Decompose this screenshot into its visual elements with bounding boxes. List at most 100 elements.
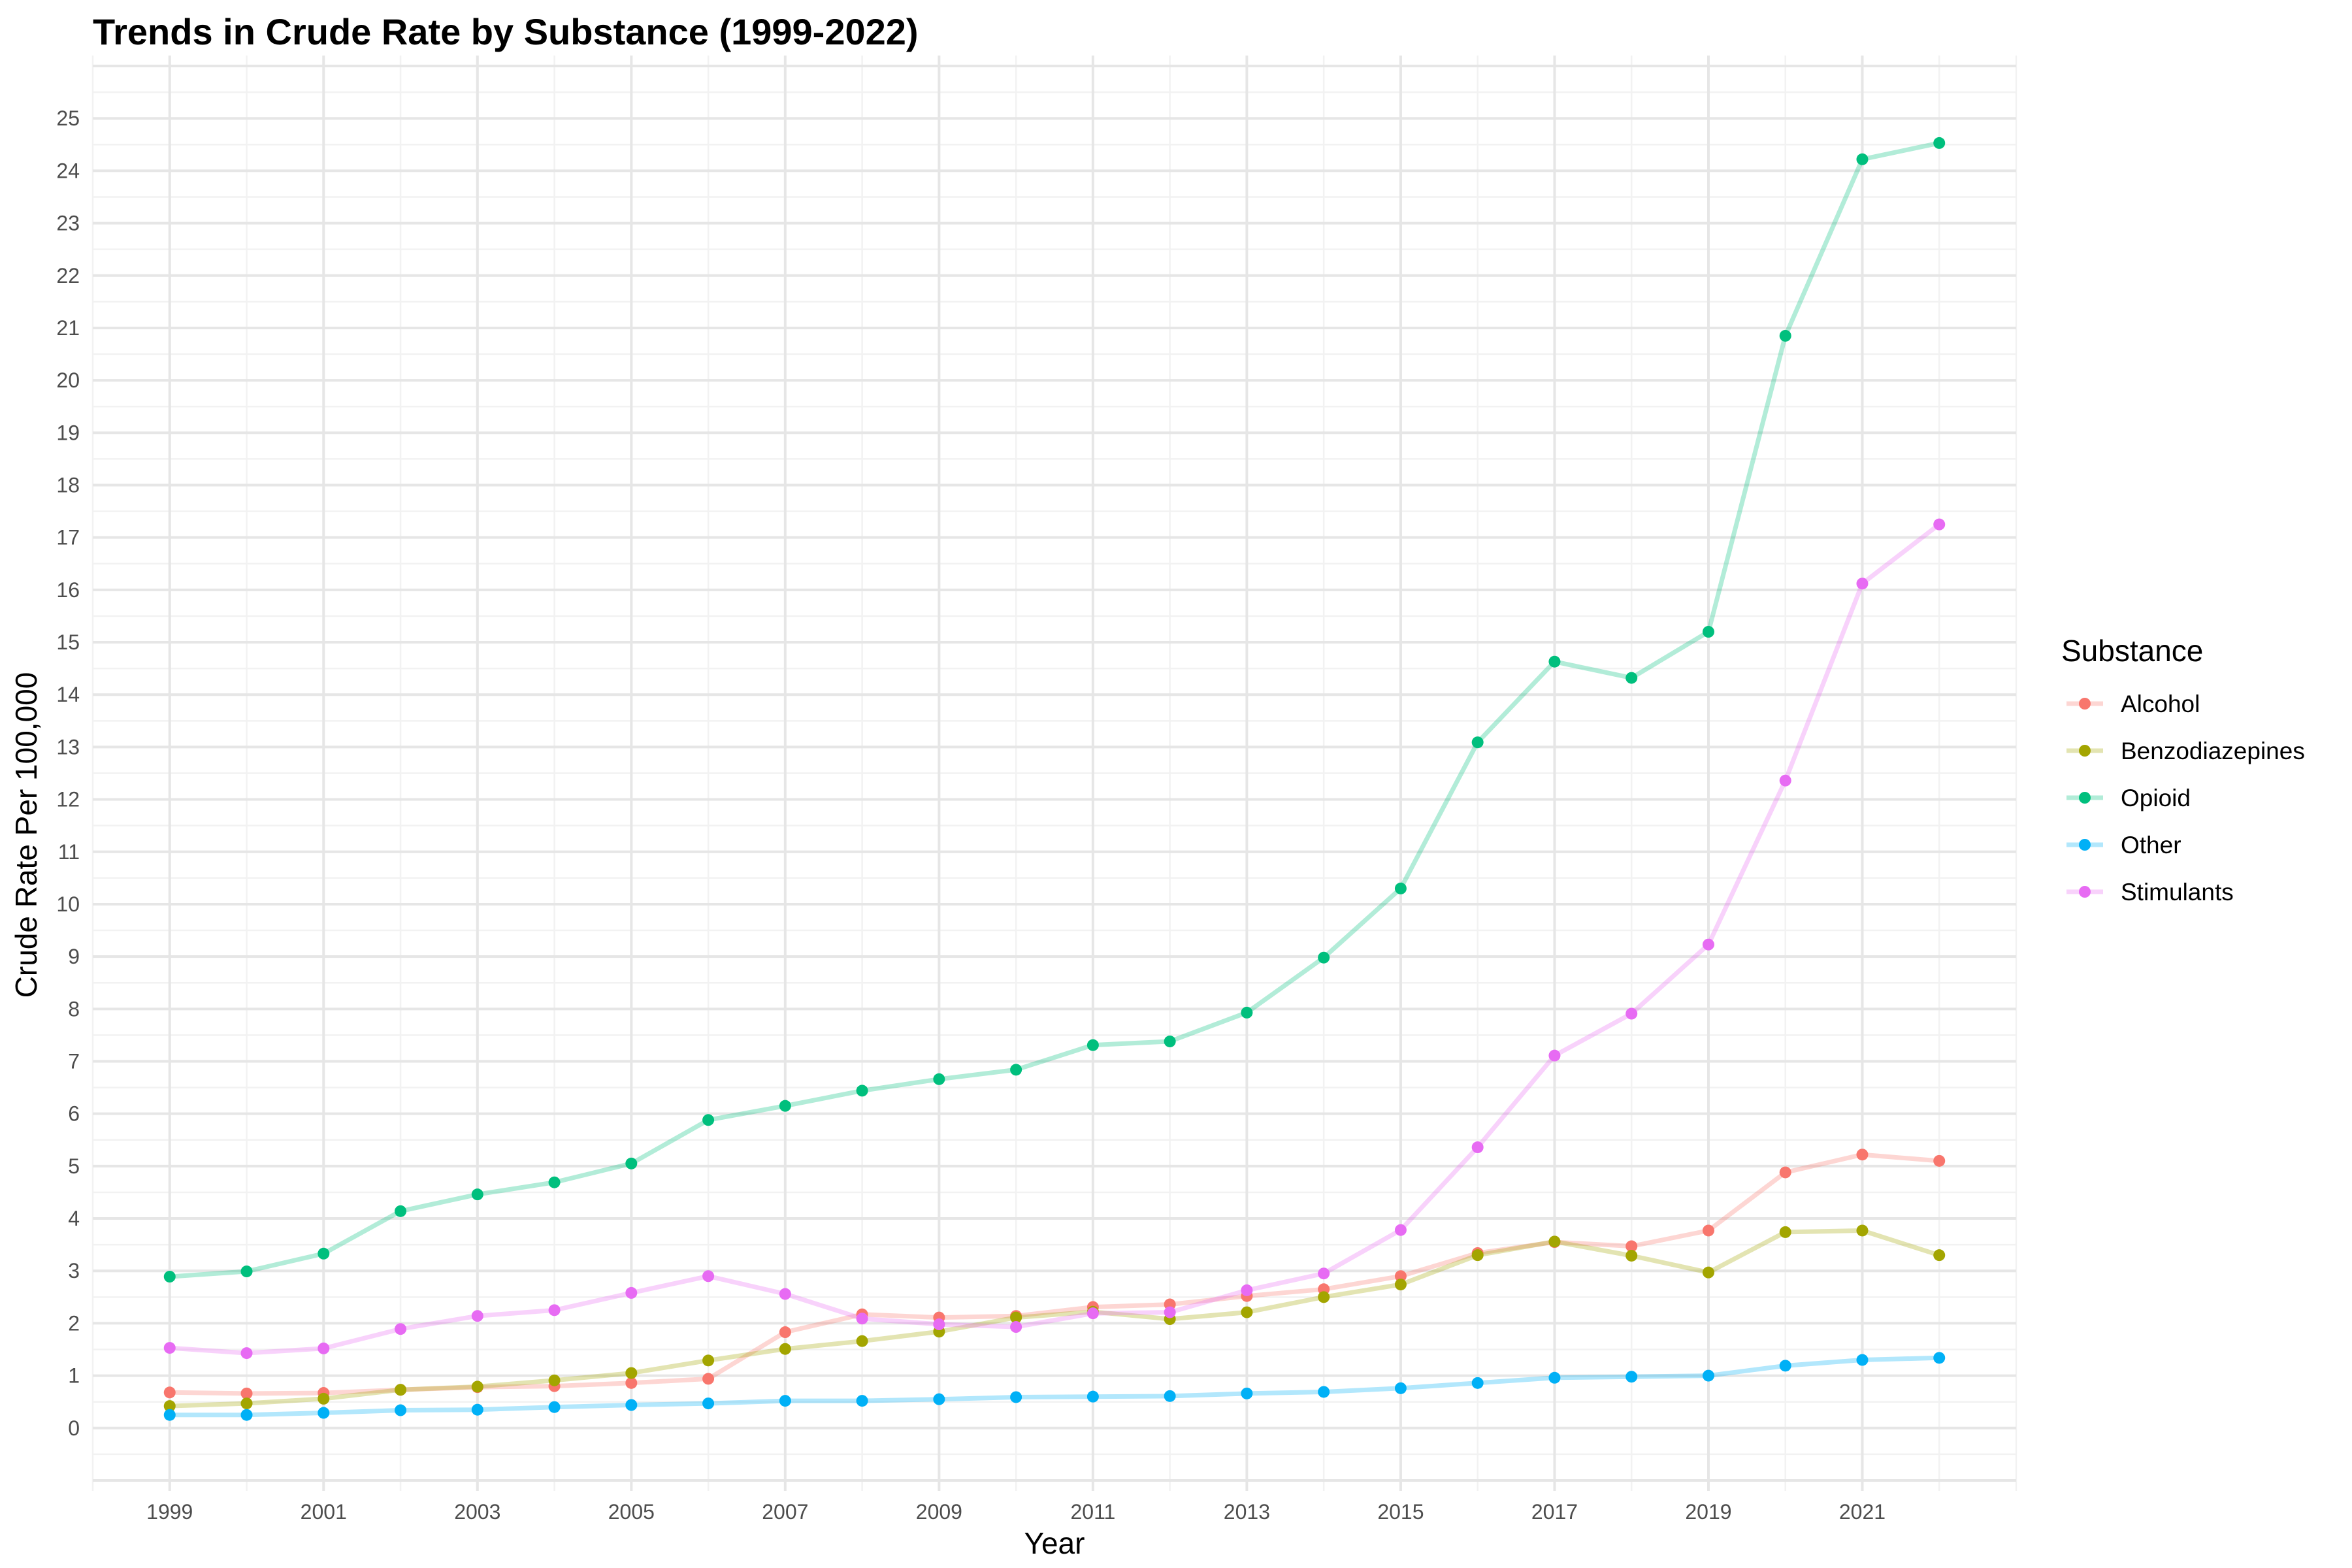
y-tick-label: 14 (56, 683, 80, 706)
data-point-benzodiazepines (395, 1384, 407, 1396)
y-tick-label: 11 (58, 840, 80, 864)
data-point-benzodiazepines (1548, 1235, 1561, 1248)
data-point-stimulants (1241, 1284, 1253, 1296)
y-tick-label: 13 (56, 735, 80, 759)
legend-swatch-point (2079, 886, 2091, 898)
y-tick-label: 24 (56, 159, 80, 182)
data-point-other (1856, 1354, 1869, 1366)
data-point-opioid (471, 1188, 483, 1201)
data-point-stimulants (1086, 1307, 1099, 1320)
data-point-stimulants (1394, 1224, 1407, 1236)
data-point-other (1164, 1390, 1176, 1402)
data-point-benzodiazepines (318, 1392, 330, 1405)
data-point-stimulants (1779, 774, 1791, 787)
data-point-opioid (163, 1271, 176, 1283)
legend: Substance Alcohol Benzodiazepines Opioid Ot… (2061, 634, 2305, 906)
data-point-stimulants (240, 1347, 253, 1360)
data-point-stimulants (1856, 578, 1869, 590)
legend-label: Stimulants (2121, 879, 2234, 906)
x-tick-label: 1999 (146, 1500, 193, 1524)
x-tick-label: 2017 (1531, 1500, 1578, 1524)
data-point-stimulants (856, 1313, 868, 1325)
series-points (163, 137, 1946, 1421)
data-point-other (1471, 1377, 1484, 1389)
x-tick-label: 2013 (1224, 1500, 1270, 1524)
data-point-opioid (933, 1073, 945, 1085)
data-point-opioid (1548, 655, 1561, 668)
major-gridlines (93, 56, 2016, 1491)
y-tick-label: 16 (56, 578, 80, 602)
data-point-benzodiazepines (1856, 1224, 1869, 1237)
y-tick-label: 10 (56, 892, 80, 916)
data-point-other (1086, 1390, 1099, 1403)
y-tick-label: 7 (68, 1050, 80, 1073)
y-axis-title: Crude Rate Per 100,000 (9, 672, 43, 998)
y-tick-label: 8 (68, 997, 80, 1021)
data-point-other (856, 1395, 868, 1407)
data-point-other (1625, 1371, 1638, 1383)
data-point-stimulants (395, 1323, 407, 1335)
legend-item-benzodiazepines: Benzodiazepines (2066, 738, 2305, 764)
legend-swatch-point (2079, 792, 2091, 804)
legend-title: Substance (2061, 634, 2203, 668)
y-tick-label: 12 (56, 788, 80, 811)
data-point-other (1548, 1371, 1561, 1384)
y-tick-label: 15 (56, 630, 80, 654)
y-axis-tick-labels: 0123456789101112131415161718192021222324… (56, 106, 80, 1440)
data-point-opioid (240, 1266, 253, 1278)
data-point-opioid (548, 1176, 561, 1188)
y-tick-label: 9 (68, 945, 80, 968)
data-point-benzodiazepines (1241, 1306, 1253, 1318)
data-point-stimulants (1548, 1049, 1561, 1062)
series-line-stimulants (167, 522, 1942, 1356)
data-point-opioid (1779, 329, 1791, 342)
data-point-benzodiazepines (163, 1400, 176, 1413)
data-point-other (1394, 1382, 1407, 1394)
series-line-alcohol (167, 1152, 1942, 1396)
y-tick-label: 20 (56, 368, 80, 392)
data-point-benzodiazepines (1779, 1226, 1791, 1238)
data-point-alcohol (1856, 1149, 1869, 1161)
data-point-stimulants (702, 1270, 715, 1282)
legend-label: Opioid (2121, 785, 2191, 811)
data-point-benzodiazepines (856, 1335, 868, 1347)
data-point-benzodiazepines (1702, 1266, 1714, 1279)
x-axis-tick-labels: 1999 2001 2003 2005 2007 2009 2011 2013 2015 2017… (146, 1500, 1886, 1524)
y-tick-label: 2 (68, 1311, 80, 1335)
legend-label: Alcohol (2121, 691, 2200, 717)
data-point-other (548, 1401, 561, 1413)
data-point-benzodiazepines (779, 1343, 791, 1355)
data-point-benzodiazepines (471, 1380, 483, 1393)
data-point-other (395, 1404, 407, 1416)
data-point-alcohol (779, 1326, 791, 1339)
legend-label: Other (2121, 832, 2181, 858)
data-point-alcohol (1779, 1166, 1791, 1179)
data-point-stimulants (1164, 1306, 1176, 1318)
data-point-stimulants (1318, 1267, 1330, 1280)
data-point-benzodiazepines (548, 1374, 561, 1386)
y-tick-label: 6 (68, 1102, 80, 1126)
data-point-stimulants (1933, 518, 1946, 531)
data-point-opioid (395, 1205, 407, 1217)
data-point-alcohol (1625, 1240, 1638, 1252)
data-point-other (779, 1395, 791, 1407)
data-point-benzodiazepines (702, 1354, 715, 1367)
data-point-opioid (1702, 626, 1714, 638)
x-tick-label: 2003 (454, 1500, 500, 1524)
data-point-opioid (856, 1085, 868, 1097)
data-point-stimulants (163, 1342, 176, 1354)
data-point-benzodiazepines (1318, 1291, 1330, 1303)
y-tick-label: 0 (68, 1416, 80, 1440)
data-point-other (318, 1407, 330, 1419)
data-point-other (471, 1403, 483, 1416)
data-point-opioid (1394, 882, 1407, 894)
x-tick-label: 2021 (1839, 1500, 1886, 1524)
data-point-opioid (1318, 951, 1330, 964)
data-point-opioid (1010, 1064, 1022, 1076)
minor-gridlines (91, 56, 2017, 1491)
data-point-stimulants (471, 1310, 483, 1322)
x-tick-label: 2015 (1377, 1500, 1424, 1524)
data-point-alcohol (163, 1386, 176, 1399)
data-point-stimulants (779, 1288, 791, 1300)
